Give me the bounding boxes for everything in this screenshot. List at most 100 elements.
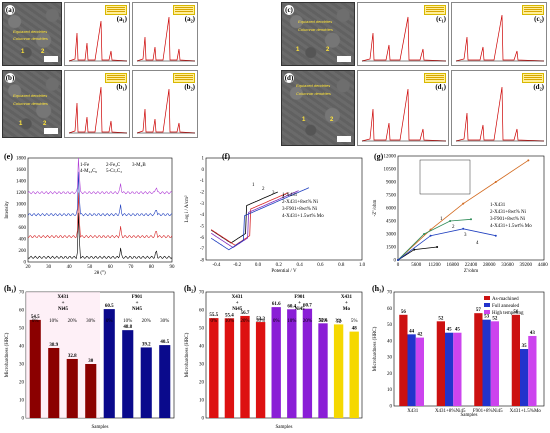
spectrum-svg — [136, 16, 196, 62]
polarization-curve — [210, 187, 310, 251]
x-tick-label: 20 — [26, 265, 32, 270]
x-tick-label: 0.8 — [338, 263, 345, 268]
scale-bar — [44, 128, 58, 134]
pct-label: 30% — [256, 319, 265, 324]
eds-table — [522, 5, 544, 15]
group-label: F901 — [294, 295, 305, 300]
bar — [159, 345, 171, 418]
y-axis-label: Microhardness (HRC) — [373, 326, 378, 371]
bar-value-label: 48 — [352, 327, 358, 332]
h3-svg: 0 10 20 30 40 50 60 70 Microhardness (HRC) Sample… — [373, 291, 545, 418]
bar — [482, 319, 491, 406]
plot-frame — [205, 291, 363, 419]
xrd-series-line — [27, 157, 173, 195]
spectrum-svg — [361, 16, 447, 62]
x-tick-label: 11200 — [428, 263, 441, 268]
bar-value-label: 55.5 — [209, 313, 218, 318]
y-tick-label: 1800 — [16, 157, 27, 162]
point-1: 1 — [302, 117, 306, 123]
group-label: + — [236, 301, 239, 306]
eds-spectrum-a1: (a₁) — [64, 2, 130, 66]
y-tick-label: 60 — [19, 309, 25, 314]
y-tick-label: 0 — [202, 168, 205, 173]
y-tick-label: -7 — [200, 247, 205, 252]
x-tick-label: 0 — [397, 263, 400, 268]
category-label: X431 — [407, 409, 419, 414]
bar — [333, 324, 344, 418]
plot-frame — [397, 155, 545, 261]
hardness-chart-h3: 0 10 20 30 40 50 60 70 Microhardness (HRC) Sample… — [370, 282, 548, 432]
panel-label-a: (a) — [5, 5, 15, 15]
sem-panel-a: (a) Equiaxed dendrites Columnar dendrite… — [2, 2, 62, 66]
panel-label-e: (e) — [4, 152, 13, 161]
nyquist-curve — [397, 228, 496, 261]
group-label: X431 — [57, 295, 69, 300]
group-label: Ni45 — [132, 307, 143, 312]
category-label: F901+8%Ni45 — [473, 409, 503, 414]
y-tick-label: 1000 — [16, 203, 27, 208]
legend-entry: 3-F901+8wt% Ni — [490, 217, 526, 222]
y-axis-label: Intensity — [5, 201, 10, 219]
x-axis-label: Potential / V — [271, 269, 297, 274]
x-tick-label: 60 — [108, 265, 114, 270]
bar — [302, 308, 313, 418]
bar-value-label: 52.6 — [319, 318, 328, 323]
group-label: + — [298, 301, 301, 306]
legend-entry: 5-Cr₇C₃ — [106, 169, 122, 174]
pct-label: 20% — [240, 319, 249, 324]
x-tick-label: 16800 — [447, 263, 460, 268]
bar-value-label: 32.8 — [68, 354, 77, 359]
y-tick-label: 20 — [387, 372, 393, 377]
x-tick-label: -0.4 — [212, 263, 220, 268]
y-tick-label: 10 — [19, 399, 25, 404]
bar-value-label: 45 — [455, 328, 461, 333]
x-tick-label: 0.2 — [276, 263, 283, 268]
nyquist-point — [494, 234, 497, 237]
nyquist-point — [462, 202, 465, 205]
x-axis-label: Z'/ohm — [464, 269, 478, 274]
legend-entry: 1-Fe — [80, 163, 90, 168]
plot-frame — [393, 291, 545, 407]
y-tick-label: -8 — [200, 259, 205, 264]
y-tick-label: 1500 — [386, 246, 397, 251]
bar-value-label: 54.5 — [31, 315, 40, 320]
nyquist-point — [449, 220, 452, 222]
group-label: F901 — [132, 295, 143, 300]
panel-label-a1: (a₁) — [116, 15, 127, 23]
legend-entry: 4-X431+1.5wt% Mo — [490, 224, 532, 229]
pct-label: 20% — [68, 319, 77, 324]
pct-label: 10% — [123, 319, 132, 324]
panel-label-d: (d) — [284, 73, 294, 83]
bar-value-label: 52 — [438, 316, 444, 321]
panel-label-h1: (h₁) — [4, 284, 17, 293]
group-label: + — [62, 301, 65, 306]
y-tick-label: 40 — [199, 345, 205, 350]
legend-entry: 3-M₃B — [132, 163, 146, 168]
y-axis-label: -Z''/ohm — [373, 199, 378, 216]
y-tick-label: 4500 — [386, 220, 397, 225]
x-tick-label: 28000 — [483, 263, 496, 268]
group-label: Ni45 — [232, 307, 243, 312]
bar — [240, 315, 250, 418]
bar — [415, 337, 424, 406]
x-tick-label: 33600 — [501, 263, 514, 268]
pct-label: 0% — [210, 319, 217, 324]
eds-spectrum-b1: (b₁) — [64, 70, 130, 138]
pct-label: 20% — [303, 319, 312, 324]
bar-value-label: 30 — [88, 359, 94, 364]
plot-frame — [27, 157, 173, 263]
legend-swatch — [484, 296, 490, 300]
nyquist-point — [413, 248, 416, 251]
polarization-svg: 1 0 -1 -2 -3 -4 -5 -6 -7 -8 -0.4 -0.2 0.0 0.2 0.4 0.6 0.… — [184, 157, 366, 275]
bar — [318, 323, 328, 418]
eds-table — [173, 73, 195, 83]
pct-label: 20% — [142, 319, 151, 324]
scale-bar — [337, 136, 351, 142]
y-tick-label: 50 — [387, 323, 393, 328]
nyquist-point — [429, 234, 432, 237]
bar — [520, 349, 529, 406]
legend-entry: 1-X431 — [282, 193, 298, 198]
bar-value-label: 52 — [492, 316, 498, 321]
x-tick-label: 22400 — [465, 263, 478, 268]
pct-label: 10% — [225, 319, 234, 324]
